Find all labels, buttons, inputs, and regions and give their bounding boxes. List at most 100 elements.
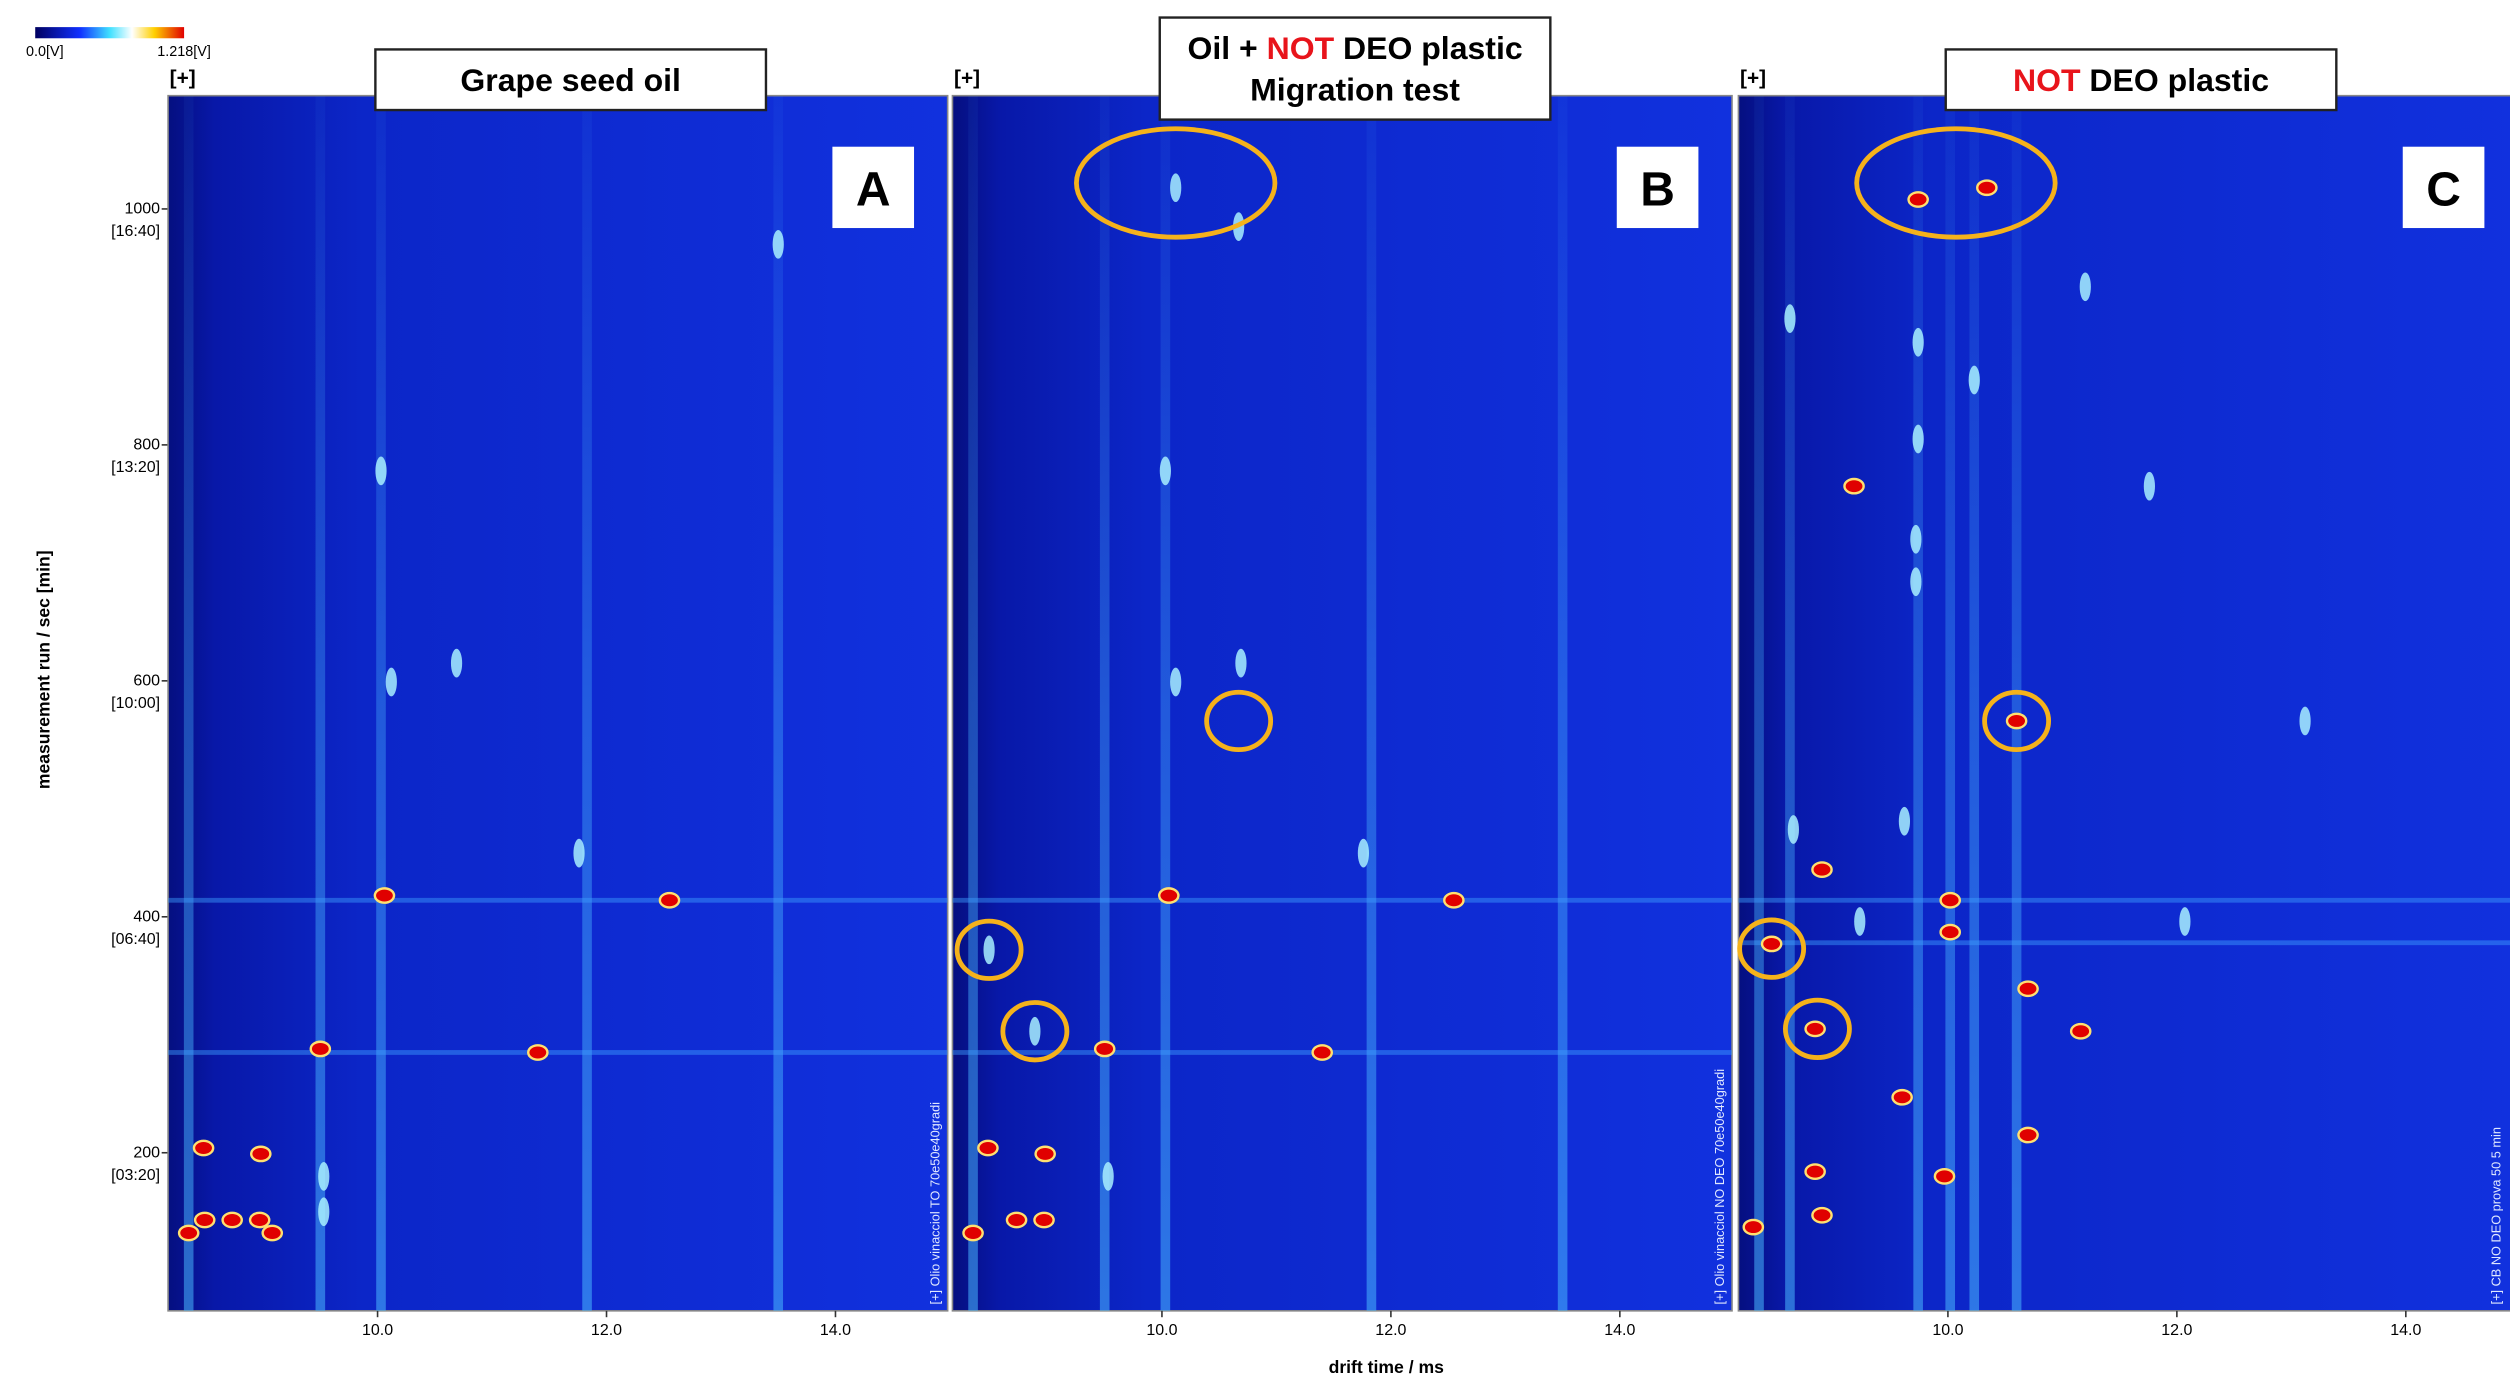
- peak: [1093, 1040, 1116, 1058]
- plot-background: [168, 95, 948, 1311]
- weak-peak: [1968, 365, 1980, 395]
- peak: [1976, 179, 1998, 197]
- peak: [527, 1044, 549, 1061]
- band: [1738, 940, 2510, 946]
- title-segment: Grape seed oil: [460, 62, 681, 98]
- plus-label: [+]: [954, 67, 980, 90]
- peak: [1907, 191, 1929, 208]
- highlight-circle: [954, 918, 1024, 981]
- highlight-circle: [1982, 689, 2052, 753]
- x-axis-label: drift time / ms: [1329, 1357, 1445, 1377]
- weak-peak: [1102, 1161, 1114, 1191]
- plot-background: [1738, 95, 2510, 1311]
- weak-peak: [385, 667, 397, 697]
- title-segment: NOT: [2013, 62, 2081, 98]
- peak: [373, 887, 396, 904]
- y-tick-time: [16:40]: [111, 223, 160, 240]
- streak: [582, 95, 592, 1311]
- streak: [376, 95, 386, 1311]
- peak: [1811, 1206, 1833, 1224]
- colorbar-max-label: 1.218[V]: [157, 44, 211, 60]
- x-tick-label: 10.0: [1932, 1322, 1963, 1339]
- streak: [1754, 95, 1764, 1311]
- y-tick-time: [10:00]: [111, 695, 160, 712]
- peak: [177, 1224, 200, 1242]
- weak-peak: [1898, 806, 1911, 836]
- peak: [193, 1211, 216, 1229]
- highlight-circle: [1854, 126, 2058, 240]
- plus-label: [+]: [170, 67, 196, 90]
- weak-peak: [1029, 1016, 1041, 1046]
- panel-letter: B: [1640, 164, 1675, 217]
- y-tick-label: 800: [133, 437, 160, 454]
- side-label: [+] CB NO DEO prova 50 5 min: [2488, 1127, 2503, 1304]
- peak: [2017, 980, 2039, 998]
- highlight-circle: [1074, 126, 1278, 240]
- peak: [1843, 477, 1865, 495]
- weak-peak: [375, 456, 387, 486]
- peak: [2069, 1022, 2092, 1040]
- streak: [1160, 95, 1171, 1311]
- peak: [962, 1224, 984, 1242]
- streak: [968, 95, 978, 1311]
- plus-label: [+]: [1740, 67, 1766, 90]
- weak-peak: [318, 1197, 330, 1227]
- title-segment: DEO plastic: [1334, 30, 1522, 66]
- panel-title: Grape seed oil: [460, 62, 681, 98]
- x-tick-label: 14.0: [820, 1322, 851, 1339]
- x-tick-label: 10.0: [1146, 1322, 1177, 1339]
- streak: [773, 95, 784, 1311]
- band: [168, 1050, 948, 1055]
- y-tick-time: [13:20]: [111, 459, 160, 476]
- weak-peak: [1357, 838, 1370, 868]
- peak: [248, 1211, 271, 1229]
- peak: [1804, 1163, 1826, 1180]
- peak: [1891, 1088, 1913, 1106]
- peak: [1742, 1218, 1765, 1236]
- y-tick-label: 1000: [124, 201, 160, 218]
- peak: [1939, 891, 1962, 909]
- streak: [1913, 95, 1923, 1311]
- peak: [1811, 861, 1833, 878]
- peak: [658, 891, 681, 909]
- weak-peak: [1910, 524, 1922, 554]
- y-tick-time: [03:20]: [111, 1167, 160, 1184]
- peak: [1311, 1044, 1334, 1061]
- highlight-circle: [1737, 917, 1807, 980]
- weak-peak: [573, 838, 585, 868]
- peak: [1939, 923, 1962, 941]
- y-axis-label: measurement run / sec [min]: [34, 550, 54, 789]
- weak-peak: [1910, 567, 1922, 597]
- weak-peak: [1170, 667, 1182, 697]
- peak: [1443, 891, 1465, 909]
- band: [952, 1050, 1733, 1055]
- band: [168, 897, 948, 903]
- weak-peak: [450, 648, 463, 678]
- x-tick-label: 10.0: [362, 1322, 393, 1339]
- streak: [1557, 95, 1568, 1311]
- peak: [249, 1145, 272, 1163]
- title-segment: NOT: [1267, 30, 1335, 66]
- band: [1738, 897, 2510, 903]
- peak: [221, 1211, 243, 1229]
- panel: 10.0 12.0 14.0 [+] [+] CB NO DEO prova 50 5 …: [1737, 48, 2510, 1339]
- side-label: [+] Olio vinacciol NO DEO 70e50e40gradi: [1712, 1069, 1727, 1304]
- side-label: [+] Olio vinacciol TO 70e50e40gradi: [928, 1102, 943, 1304]
- peak: [1034, 1145, 1056, 1163]
- streak: [1099, 95, 1110, 1311]
- peak: [2005, 712, 2028, 730]
- weak-peak: [1912, 424, 1924, 454]
- weak-peak: [2143, 471, 2155, 501]
- peak: [1158, 887, 1180, 904]
- title-box: [1158, 16, 1552, 121]
- highlight-circle: [1204, 689, 1274, 753]
- y-tick-label: 600: [133, 673, 160, 690]
- panel-letter: A: [856, 164, 891, 217]
- title-segment: Oil +: [1187, 30, 1266, 66]
- weak-peak: [772, 229, 784, 259]
- letter-box: [2402, 146, 2485, 229]
- panel-letter: C: [2426, 164, 2461, 217]
- peak: [1033, 1211, 1055, 1229]
